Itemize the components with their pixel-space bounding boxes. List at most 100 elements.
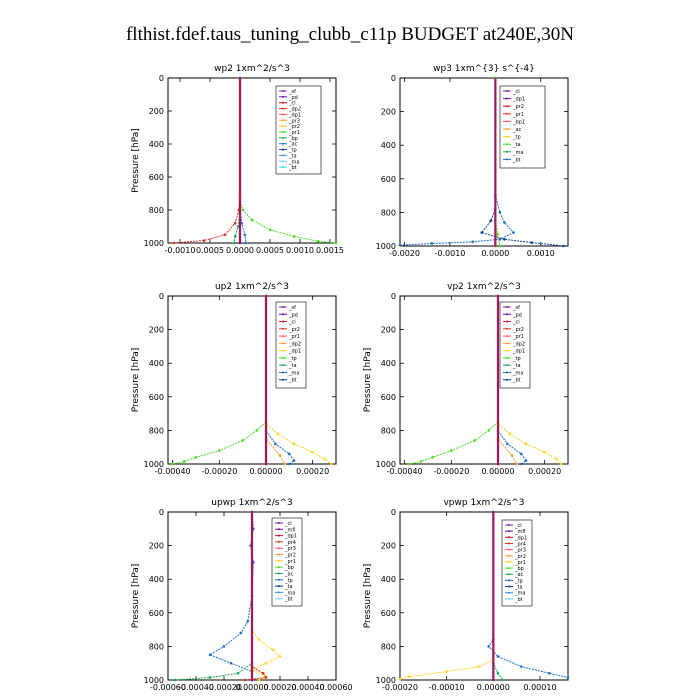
x-tick-label: 0.0000 xyxy=(481,249,509,258)
y-tick-label: 0 xyxy=(391,508,396,517)
legend-marker xyxy=(508,579,510,582)
data-point xyxy=(524,459,528,462)
legend-marker xyxy=(278,559,280,562)
series-line xyxy=(208,511,254,680)
y-tick-label: 800 xyxy=(149,206,164,215)
x-tick-label: 0.00020 xyxy=(296,467,329,476)
legend-entry: _dp2 xyxy=(512,341,525,347)
legend-entry: _pr1 xyxy=(512,112,524,118)
data-point xyxy=(222,645,226,648)
data-point xyxy=(520,452,523,456)
data-point xyxy=(229,661,233,665)
data-point xyxy=(233,235,237,238)
y-tick-label: 600 xyxy=(381,393,396,402)
chart-panel: up2 1xm^2/s^3 Pressure [hPa] 0 200 400 600 800… xyxy=(131,282,337,476)
legend-marker xyxy=(508,560,510,563)
data-point xyxy=(487,429,490,432)
legend-marker xyxy=(506,90,508,92)
legend-marker xyxy=(506,135,508,138)
y-tick-label: 800 xyxy=(381,208,396,217)
legend-entry: _tp xyxy=(512,356,521,362)
series-line xyxy=(244,512,267,681)
data-point xyxy=(543,450,546,454)
legend-marker xyxy=(282,113,284,116)
legend-entry: _pr1 xyxy=(288,130,300,136)
legend-entry: _ac xyxy=(514,572,524,578)
legend-entry: _ta xyxy=(512,142,521,148)
legend-marker xyxy=(506,97,508,100)
data-point xyxy=(311,450,314,454)
legend-entry: _pr2 xyxy=(512,104,524,110)
y-axis-label: Pressure [hPa] xyxy=(131,348,141,413)
legend-entry: _ma xyxy=(514,591,525,597)
data-point xyxy=(236,225,240,228)
data-point xyxy=(244,241,248,245)
legend-entry: _ac xyxy=(284,571,294,577)
data-point xyxy=(274,442,277,446)
x-tick-label: -0.0010 xyxy=(435,249,466,258)
legend-marker xyxy=(506,306,508,308)
legend-entry: _dp1 xyxy=(514,535,527,541)
data-point xyxy=(173,678,177,682)
data-point xyxy=(292,235,296,238)
legend-entry: _pr4 xyxy=(284,540,296,546)
data-point xyxy=(508,432,511,436)
legend-marker xyxy=(278,572,280,575)
legend-entry: _cl xyxy=(288,320,296,326)
x-tick-label: 0.00020 xyxy=(263,683,296,692)
data-point xyxy=(520,665,523,668)
legend-marker xyxy=(506,356,508,359)
series-line xyxy=(399,512,494,680)
x-tick-label: -0.00020 xyxy=(206,683,242,692)
data-point xyxy=(419,460,423,463)
legend-marker xyxy=(506,335,508,338)
legend-entry: _bp xyxy=(514,566,524,572)
data-point xyxy=(524,442,528,446)
legend-marker xyxy=(282,101,284,104)
legend-marker xyxy=(508,591,510,594)
y-tick-label: 600 xyxy=(149,609,164,618)
data-point xyxy=(278,454,282,457)
data-point xyxy=(276,432,279,436)
legend-marker xyxy=(282,148,284,151)
series-line xyxy=(173,78,241,244)
y-tick-label: 1000 xyxy=(376,676,396,685)
data-point xyxy=(236,671,240,675)
legend-entry: _mfl xyxy=(514,529,526,535)
legend-entry: _cl xyxy=(288,101,296,107)
plot-frame xyxy=(399,295,569,465)
x-tick-label: 0.0010 xyxy=(527,249,555,258)
legend-entry: _pd xyxy=(512,312,522,318)
chart-panel: wp3 1xm^{3} s^{-4}02004006008001000-0.00… xyxy=(376,64,569,258)
legend-marker xyxy=(508,548,510,551)
legend-entry: _bt xyxy=(284,597,293,603)
legend-entry: _ta xyxy=(288,363,297,369)
legend-marker xyxy=(282,119,284,122)
panel-title: wp2 1xm^2/s^3 xyxy=(214,64,290,74)
data-point xyxy=(271,648,275,652)
legend-marker xyxy=(506,128,508,130)
data-point xyxy=(562,244,565,248)
legend-marker xyxy=(506,158,508,161)
figure-title: flthist.fdef.taus_tuning_clubb_c11p BUDG… xyxy=(126,24,574,45)
data-point xyxy=(510,454,514,457)
legend-entry: _ta xyxy=(288,153,297,159)
y-tick-label: 200 xyxy=(381,542,396,551)
legend-marker xyxy=(506,378,508,381)
x-tick-label: -0.00010 xyxy=(429,683,465,692)
data-point xyxy=(489,219,493,223)
y-tick-label: 400 xyxy=(381,575,396,584)
legend-marker xyxy=(508,530,510,533)
legend-entry: _dp2 xyxy=(288,107,301,113)
panel-title: upwp 1xm^2/s^3 xyxy=(211,498,292,508)
series-line xyxy=(494,78,501,247)
y-tick-label: 1000 xyxy=(376,242,396,251)
legend-marker xyxy=(278,566,280,569)
data-point xyxy=(512,231,515,234)
legend-entry: _tp xyxy=(284,578,293,584)
data-point xyxy=(473,439,476,442)
legend-entry: _pr3 xyxy=(514,548,526,554)
data-point xyxy=(445,670,448,673)
legend-entry: _bt xyxy=(514,597,523,603)
data-point xyxy=(496,655,500,658)
